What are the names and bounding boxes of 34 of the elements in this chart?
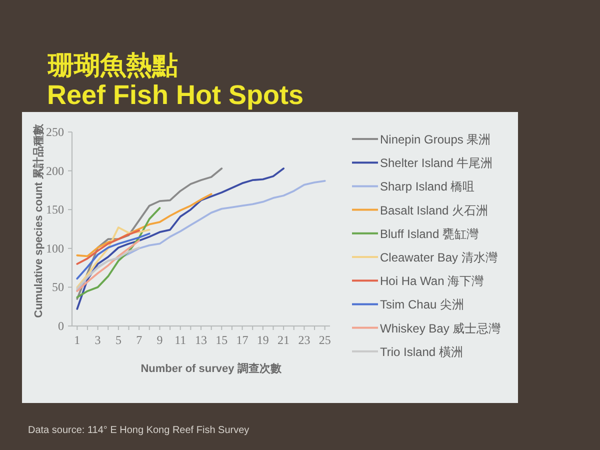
legend-label: Basalt Island 火石洲 [380, 203, 488, 218]
chart-subtitle: Reef Fish Hot Spots [47, 80, 304, 110]
legend-label: Sharp Island 橋咀 [380, 180, 475, 194]
x-tick-label: 1 [74, 333, 80, 347]
legend-label: Trio Island 橫洲 [380, 344, 463, 359]
y-tick-label: 50 [52, 280, 64, 294]
y-tick-label: 250 [46, 125, 64, 139]
y-tick-label: 0 [58, 319, 64, 333]
legend-label: Tsim Chau 尖洲 [380, 298, 464, 312]
x-tick-label: 25 [318, 333, 331, 347]
x-tick-label: 9 [156, 333, 163, 347]
source-note: Data source: 114° E Hong Kong Reef Fish Survey [28, 425, 250, 436]
x-tick-label: 23 [298, 333, 310, 347]
legend-label: Ninepin Groups 果洲 [380, 132, 491, 146]
legend-label: Whiskey Bay 威士忌灣 [380, 321, 501, 336]
y-tick-label: 200 [46, 164, 64, 178]
legend-label: Shelter Island 牛尾洲 [380, 156, 493, 170]
x-tick-label: 5 [115, 333, 122, 347]
chart-title: 珊瑚魚熱點 [47, 50, 178, 80]
x-tick-label: 21 [278, 333, 290, 347]
x-tick-label: 7 [136, 333, 142, 347]
legend-label: Hoi Ha Wan 海下灣 [380, 274, 484, 288]
x-tick-label: 13 [195, 333, 207, 347]
y-tick-label: 100 [46, 241, 64, 256]
x-tick-label: 17 [236, 333, 248, 347]
x-tick-label: 15 [216, 333, 228, 347]
x-axis-title: Number of survey 調查次數 [140, 362, 282, 375]
y-tick-label: 150 [46, 202, 64, 217]
legend-label: Cleawater Bay 清水灣 [380, 250, 498, 264]
x-tick-label: 19 [256, 333, 269, 347]
legend-label: Bluff Island 甕缸灣 [380, 226, 478, 241]
y-axis-title: Cumulative species count 累計品種數 [32, 123, 45, 318]
x-tick-label: 3 [94, 333, 101, 347]
x-tick-label: 11 [174, 333, 186, 347]
